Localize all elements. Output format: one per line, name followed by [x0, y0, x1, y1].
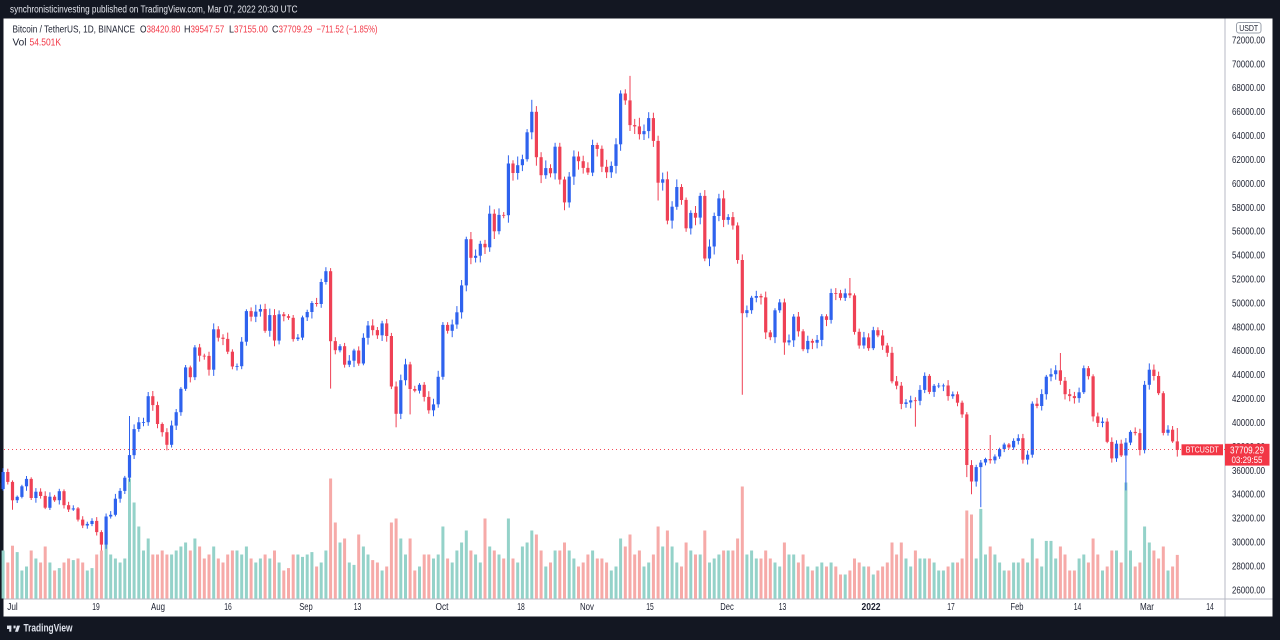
svg-text:Feb: Feb: [1011, 602, 1024, 613]
svg-text:54.501K: 54.501K: [30, 37, 62, 49]
svg-text:Oct: Oct: [436, 602, 449, 613]
svg-text:70000.00: 70000.00: [1232, 59, 1265, 70]
svg-text:Aug: Aug: [151, 602, 165, 613]
svg-text:37709.29: 37709.29: [1230, 445, 1264, 456]
svg-text:50000.00: 50000.00: [1232, 298, 1265, 309]
svg-text:−711.52 (−1.85%): −711.52 (−1.85%): [317, 24, 378, 36]
svg-text:L: L: [229, 24, 234, 36]
svg-text:BTCUSDT: BTCUSDT: [1186, 445, 1219, 455]
svg-text:H: H: [184, 24, 191, 36]
svg-text:37155.00: 37155.00: [234, 24, 268, 36]
svg-text:37709.29: 37709.29: [279, 24, 313, 36]
svg-text:Nov: Nov: [580, 602, 594, 613]
svg-text:19: 19: [92, 602, 100, 613]
svg-text:60000.00: 60000.00: [1232, 179, 1265, 190]
svg-text:TradingView: TradingView: [24, 623, 73, 635]
svg-text:13: 13: [354, 602, 362, 613]
svg-text:66000.00: 66000.00: [1232, 107, 1265, 118]
svg-text:72000.00: 72000.00: [1232, 35, 1265, 46]
svg-text:synchronisticinvesting publish: synchronisticinvesting published on Trad…: [10, 5, 298, 16]
svg-text:32000.00: 32000.00: [1232, 514, 1265, 525]
svg-text:30000.00: 30000.00: [1232, 538, 1265, 549]
svg-text:34000.00: 34000.00: [1232, 490, 1265, 501]
svg-text:17: 17: [947, 602, 955, 613]
svg-text:48000.00: 48000.00: [1232, 322, 1265, 333]
svg-text:13: 13: [779, 602, 787, 613]
svg-text:38420.80: 38420.80: [147, 24, 181, 36]
svg-text:Vol: Vol: [13, 37, 27, 49]
svg-text:44000.00: 44000.00: [1232, 370, 1265, 381]
svg-text:Jul: Jul: [7, 602, 18, 613]
svg-text:18: 18: [517, 602, 525, 613]
svg-text:14: 14: [1206, 602, 1214, 613]
svg-text:64000.00: 64000.00: [1232, 131, 1265, 142]
svg-text:2022: 2022: [862, 602, 881, 613]
svg-text:Dec: Dec: [720, 602, 734, 613]
svg-text:54000.00: 54000.00: [1232, 251, 1265, 262]
svg-text:39547.57: 39547.57: [191, 24, 225, 36]
svg-text:26000.00: 26000.00: [1232, 585, 1265, 596]
svg-text:46000.00: 46000.00: [1232, 346, 1265, 357]
svg-text:16: 16: [224, 602, 232, 613]
svg-text:58000.00: 58000.00: [1232, 203, 1265, 214]
svg-text:Bitcoin / TetherUS, 1D, BINANC: Bitcoin / TetherUS, 1D, BINANCE: [13, 24, 136, 36]
svg-text:Sep: Sep: [299, 602, 313, 613]
svg-text:Mar: Mar: [1140, 602, 1155, 613]
svg-text:62000.00: 62000.00: [1232, 155, 1265, 166]
svg-text:15: 15: [646, 602, 654, 613]
svg-text:56000.00: 56000.00: [1232, 227, 1265, 238]
svg-text:40000.00: 40000.00: [1232, 418, 1265, 429]
svg-text:68000.00: 68000.00: [1232, 83, 1265, 94]
svg-text:28000.00: 28000.00: [1232, 561, 1265, 572]
svg-text:03:29:55: 03:29:55: [1232, 455, 1263, 465]
svg-text:14: 14: [1074, 602, 1082, 613]
svg-text:USDT: USDT: [1239, 23, 1258, 33]
svg-text:36000.00: 36000.00: [1232, 466, 1265, 477]
svg-text:52000.00: 52000.00: [1232, 275, 1265, 286]
svg-text:C: C: [272, 24, 279, 36]
svg-text:42000.00: 42000.00: [1232, 394, 1265, 405]
svg-text:O: O: [140, 24, 147, 36]
